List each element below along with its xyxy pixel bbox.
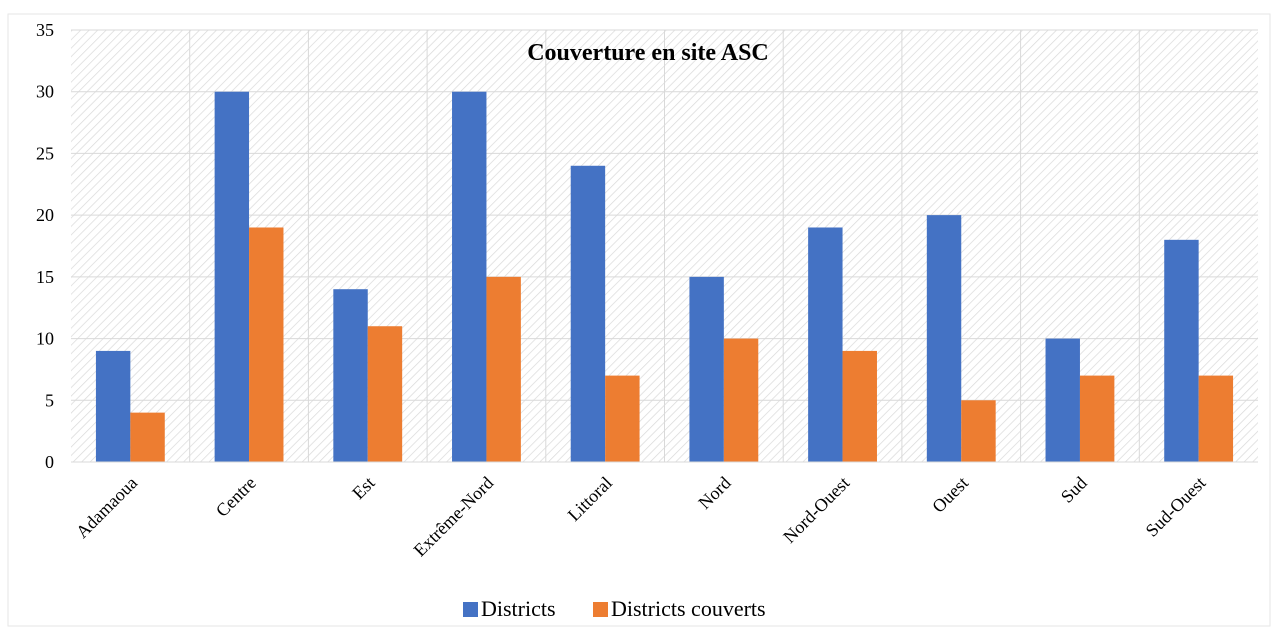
bar-districts xyxy=(214,91,250,462)
legend-label: Districts couverts xyxy=(611,596,766,621)
y-tick-label: 15 xyxy=(36,267,54,287)
bar-districts-couverts xyxy=(842,350,877,462)
bar-districts xyxy=(570,165,606,462)
bar-districts-couverts xyxy=(961,400,996,462)
y-tick-label: 35 xyxy=(36,20,54,40)
bar-districts xyxy=(1164,239,1199,462)
bar-districts xyxy=(452,91,487,462)
bar-districts-couverts xyxy=(1079,375,1115,462)
legend-label: Districts xyxy=(481,596,556,621)
bar-districts-couverts xyxy=(723,338,759,462)
bar-districts xyxy=(808,227,843,462)
bar-districts xyxy=(926,215,962,462)
bar-districts-couverts xyxy=(367,326,403,462)
bar-districts-couverts xyxy=(130,412,165,462)
legend: Districts Districts couverts xyxy=(463,596,766,621)
y-tick-label: 30 xyxy=(36,82,54,102)
legend-swatch xyxy=(463,602,478,617)
chart-title: Couverture en site ASC xyxy=(527,40,769,66)
bar-districts xyxy=(689,276,724,462)
y-tick-label: 5 xyxy=(45,390,54,410)
bar-districts-couverts xyxy=(486,276,521,462)
legend-swatch xyxy=(593,602,608,617)
bar-districts xyxy=(1045,338,1080,462)
y-tick-label: 0 xyxy=(45,452,54,472)
bars xyxy=(95,91,1234,462)
bar-districts-couverts xyxy=(605,375,640,462)
bar-districts xyxy=(333,289,368,462)
y-tick-label: 25 xyxy=(36,143,54,163)
bar-districts xyxy=(95,350,131,462)
bar-districts-couverts xyxy=(249,227,284,462)
gridlines xyxy=(71,29,1258,462)
y-tick-label: 20 xyxy=(36,205,54,225)
y-tick-label: 10 xyxy=(36,329,54,349)
bar-districts-couverts xyxy=(1198,375,1234,462)
